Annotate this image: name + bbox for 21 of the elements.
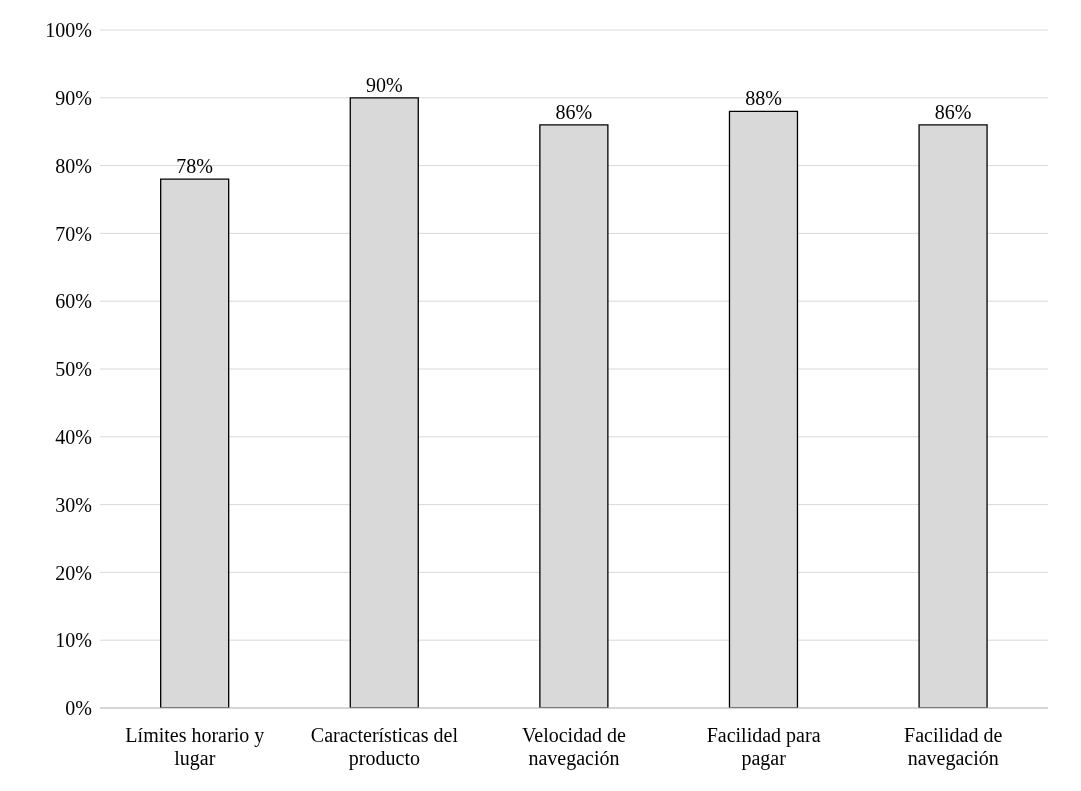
data-label: 78% bbox=[176, 155, 214, 178]
data-label: 86% bbox=[555, 100, 593, 123]
y-tick-label: 40% bbox=[55, 425, 92, 448]
y-tick-label: 70% bbox=[55, 222, 92, 245]
y-tick-label: 100% bbox=[45, 19, 92, 42]
y-tick-label: 90% bbox=[55, 86, 92, 109]
data-label: 86% bbox=[934, 100, 972, 123]
y-tick-label: 50% bbox=[55, 358, 92, 381]
x-tick-label: Velocidad de navegación bbox=[522, 724, 627, 770]
y-tick-label: 60% bbox=[55, 290, 92, 313]
x-tick-label: Características del producto bbox=[310, 724, 459, 770]
data-label: 88% bbox=[745, 87, 782, 110]
x-tick-label: Facilidad para pagar bbox=[706, 724, 821, 770]
x-tick-label: Límites horario y lugar bbox=[125, 724, 265, 770]
x-tick-label: Facilidad de navegación bbox=[904, 724, 1003, 770]
y-tick-label: 0% bbox=[65, 697, 92, 720]
y-tick-label: 20% bbox=[55, 561, 92, 584]
y-tick-label: 30% bbox=[55, 493, 92, 516]
y-tick-label: 80% bbox=[55, 154, 92, 177]
y-tick-label: 10% bbox=[55, 629, 92, 652]
data-label: 90% bbox=[365, 73, 403, 96]
